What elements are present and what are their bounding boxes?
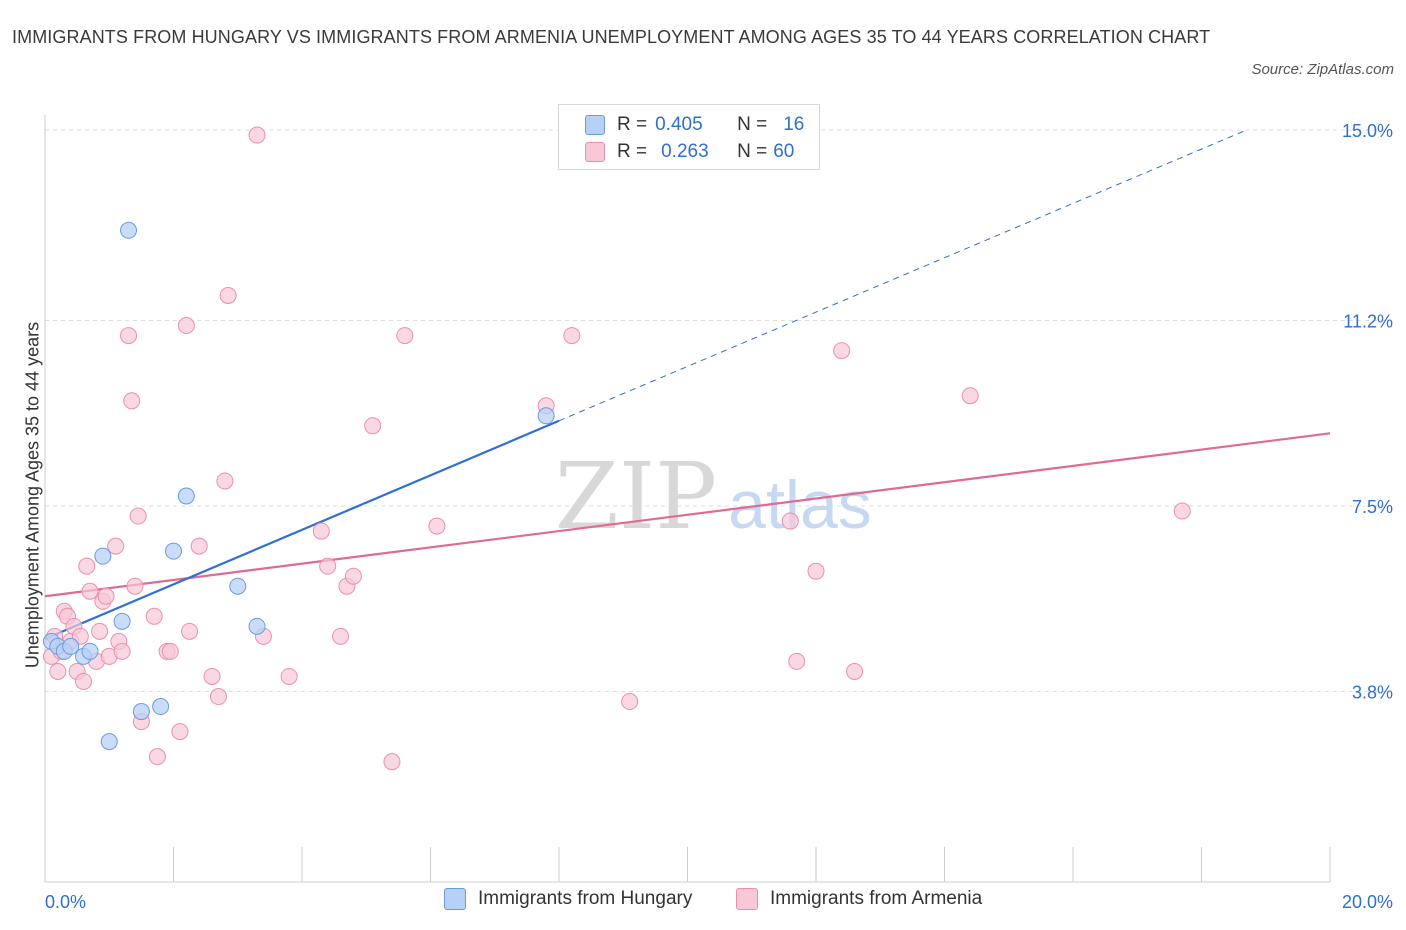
armenia-point — [203, 667, 221, 685]
armenia-point — [123, 392, 141, 410]
armenia-swatch — [585, 142, 605, 162]
hungary-point — [152, 698, 170, 716]
trend-lines-layer — [44, 129, 1331, 640]
hungary-n-label: N = — [737, 114, 768, 135]
axes-layer — [44, 115, 1331, 883]
y-tick-label: 7.5% — [1352, 497, 1393, 517]
armenia-point — [78, 557, 96, 575]
hungary-point — [132, 703, 150, 721]
armenia-point — [49, 662, 67, 680]
armenia-point — [129, 507, 147, 525]
x-tick-label-max: 20.0% — [1342, 892, 1393, 912]
armenia-point — [181, 622, 199, 640]
hungary-point — [94, 547, 112, 565]
x-tick-label-min: 0.0% — [45, 892, 86, 912]
armenia-point — [91, 622, 109, 640]
armenia-trend-line — [44, 432, 1331, 598]
armenia-point — [280, 667, 298, 685]
armenia-point — [177, 317, 195, 335]
armenia-point — [312, 522, 330, 540]
hungary-swatch — [585, 115, 605, 135]
hungary-r-value: 0.405 — [655, 114, 703, 135]
hungary-point — [229, 577, 247, 595]
hungary-trend-line — [44, 419, 560, 640]
hungary-point — [537, 407, 555, 425]
armenia-point — [81, 582, 99, 600]
armenia-point — [216, 472, 234, 490]
armenia-point — [788, 652, 806, 670]
armenia-point — [344, 567, 362, 585]
series-legend: Immigrants from Hungary Immigrants from … — [0, 888, 1406, 916]
armenia-point — [332, 627, 350, 645]
armenia-r-label: R = — [617, 141, 648, 162]
armenia-point — [428, 517, 446, 535]
hungary-trend-extension — [558, 129, 1247, 422]
points-layer — [42, 126, 1191, 771]
watermark: ZIP atlas — [555, 443, 872, 550]
hungary-point — [177, 487, 195, 505]
watermark-zip: ZIP — [555, 443, 717, 550]
y-tick-label: 3.8% — [1352, 683, 1393, 703]
hungary-point — [113, 612, 131, 630]
armenia-point — [113, 642, 131, 660]
armenia-point — [75, 672, 93, 690]
hungary-n-value: 16 — [783, 114, 805, 135]
hungary-legend-label: Immigrants from Hungary — [478, 888, 693, 909]
legend-item-armenia[interactable]: Immigrants from Armenia — [736, 888, 982, 910]
legend-row-hungary: R = 0.405 N = 16 — [585, 112, 804, 138]
armenia-point — [148, 748, 166, 766]
armenia-point — [190, 537, 208, 555]
armenia-legend-label: Immigrants from Armenia — [770, 888, 983, 909]
armenia-legend-swatch — [736, 888, 758, 910]
hungary-point — [248, 617, 266, 635]
y-axis-label: Unemployment Among Ages 35 to 44 years — [22, 321, 43, 669]
grid-layer — [45, 129, 1390, 693]
armenia-point — [364, 417, 382, 435]
hungary-point — [62, 637, 80, 655]
armenia-point — [209, 688, 227, 706]
hungary-legend-swatch — [444, 888, 466, 910]
armenia-point — [781, 512, 799, 530]
armenia-point — [171, 723, 189, 741]
armenia-point — [563, 327, 581, 345]
armenia-n-label: N = — [737, 141, 768, 162]
armenia-point — [621, 693, 639, 711]
armenia-r-value: 0.263 — [661, 141, 709, 162]
armenia-point — [846, 662, 864, 680]
armenia-point — [396, 327, 414, 345]
armenia-n-value: 60 — [773, 141, 795, 162]
y-tick-label: 11.2% — [1343, 312, 1393, 332]
armenia-point — [107, 537, 125, 555]
armenia-point — [120, 327, 138, 345]
hungary-point — [120, 221, 138, 239]
armenia-point — [248, 126, 266, 144]
hungary-point — [165, 542, 182, 560]
armenia-point — [161, 642, 179, 660]
armenia-point — [126, 577, 144, 595]
legend-item-hungary[interactable]: Immigrants from Hungary — [444, 888, 692, 910]
hungary-r-label: R = — [617, 114, 648, 135]
stats-legend: R = 0.405 N = 16 R = 0.263 N = 60 — [558, 104, 820, 170]
armenia-point — [145, 607, 163, 625]
armenia-point — [219, 286, 237, 304]
tick-labels-layer: 3.8% 7.5% 11.2% 15.0% 0.0% 20.0% — [45, 121, 1393, 912]
armenia-point — [961, 387, 979, 405]
armenia-point — [383, 753, 401, 771]
hungary-point — [81, 642, 99, 660]
source-label: Source: ZipAtlas.com — [1251, 61, 1394, 78]
armenia-point — [833, 342, 851, 360]
watermark-atlas: atlas — [728, 467, 872, 543]
chart-title: IMMIGRANTS FROM HUNGARY VS IMMIGRANTS FR… — [12, 27, 1211, 47]
y-tick-label: 15.0% — [1342, 121, 1393, 141]
armenia-point — [97, 587, 115, 605]
hungary-point — [100, 733, 118, 751]
armenia-point — [807, 562, 825, 580]
armenia-point — [1173, 502, 1191, 520]
armenia-point — [319, 557, 337, 575]
legend-row-armenia: R = 0.263 N = 60 — [585, 139, 794, 165]
